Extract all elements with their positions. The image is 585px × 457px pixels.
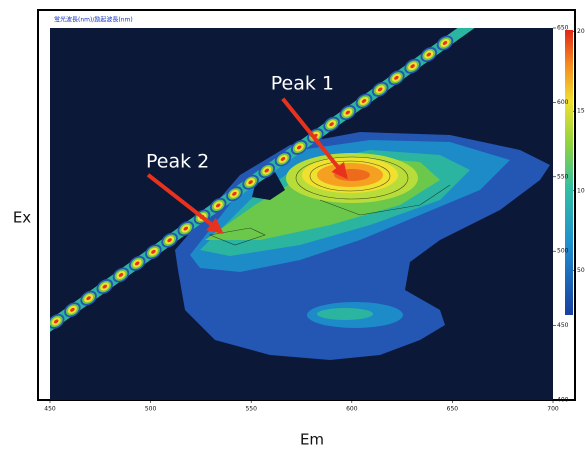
peak-arrow — [146, 173, 224, 234]
peak-arrow — [281, 97, 348, 180]
peak-label: Peak 1 — [271, 72, 334, 94]
scatter-bead — [426, 52, 432, 57]
scatter-bead — [151, 249, 156, 254]
scatter-bead — [329, 122, 334, 127]
scatter-bead — [53, 319, 59, 324]
colorbar-tick-label: 500 — [577, 267, 585, 274]
x-axis-label: Em — [300, 431, 324, 449]
y-tick-label: 550 — [557, 173, 569, 180]
y-tick-label: 400 — [557, 397, 569, 404]
scatter-bead — [86, 296, 91, 301]
colorbar-tick-label: 2000 — [577, 28, 585, 35]
x-tick-label: 700 — [547, 406, 559, 413]
scatter-bead — [377, 87, 383, 92]
x-tick-label: 600 — [346, 406, 358, 413]
x-tick-label: 450 — [44, 406, 56, 413]
colorbar-tick-label: 1500 — [577, 108, 585, 115]
x-tick-label: 550 — [245, 406, 257, 413]
chart-title: 蛍光波長(nm)/励起波長(nm) — [54, 16, 133, 24]
scatter-bead — [215, 203, 221, 208]
peak-label: Peak 2 — [146, 150, 209, 172]
colorbar — [565, 30, 573, 315]
scatter-bead — [102, 284, 108, 289]
scatter-bead — [264, 168, 270, 173]
x-tick-label: 650 — [447, 406, 459, 413]
scatter-bead — [134, 261, 140, 266]
y-tick-label: 600 — [557, 99, 569, 106]
y-tick-label: 450 — [557, 322, 569, 329]
scatter-bead — [183, 226, 189, 231]
scatter-bead — [118, 273, 124, 277]
y-axis-label: Ex — [13, 209, 31, 227]
colorbar-tick-label: 1000 — [577, 187, 585, 194]
scatter-bead — [394, 75, 399, 80]
scatter-bead — [345, 110, 351, 115]
y-tick-label: 650 — [557, 25, 569, 32]
scatter-bead — [232, 191, 237, 196]
contour-fill — [175, 132, 550, 360]
scatter-bead — [280, 157, 286, 161]
scatter-bead — [248, 180, 253, 185]
scatter-bead — [167, 238, 172, 243]
scatter-bead — [410, 64, 415, 69]
scatter-bead — [361, 99, 367, 103]
y-tick-label: 500 — [557, 248, 569, 255]
scatter-bead — [442, 41, 448, 45]
scatter-bead — [296, 145, 302, 150]
x-tick-label: 500 — [145, 406, 157, 413]
scatter-bead — [70, 307, 75, 312]
